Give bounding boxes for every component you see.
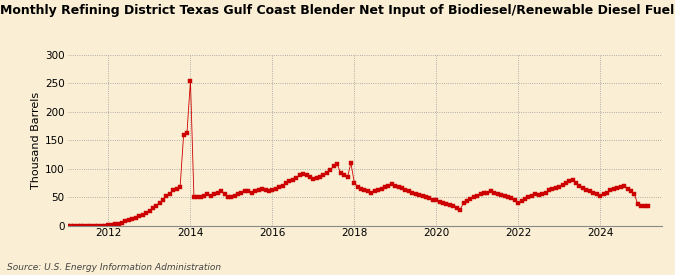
Text: Monthly Refining District Texas Gulf Coast Blender Net Input of Biodiesel/Renewa: Monthly Refining District Texas Gulf Coa…	[1, 4, 674, 17]
Y-axis label: Thousand Barrels: Thousand Barrels	[31, 92, 40, 189]
Text: Source: U.S. Energy Information Administration: Source: U.S. Energy Information Administ…	[7, 263, 221, 272]
